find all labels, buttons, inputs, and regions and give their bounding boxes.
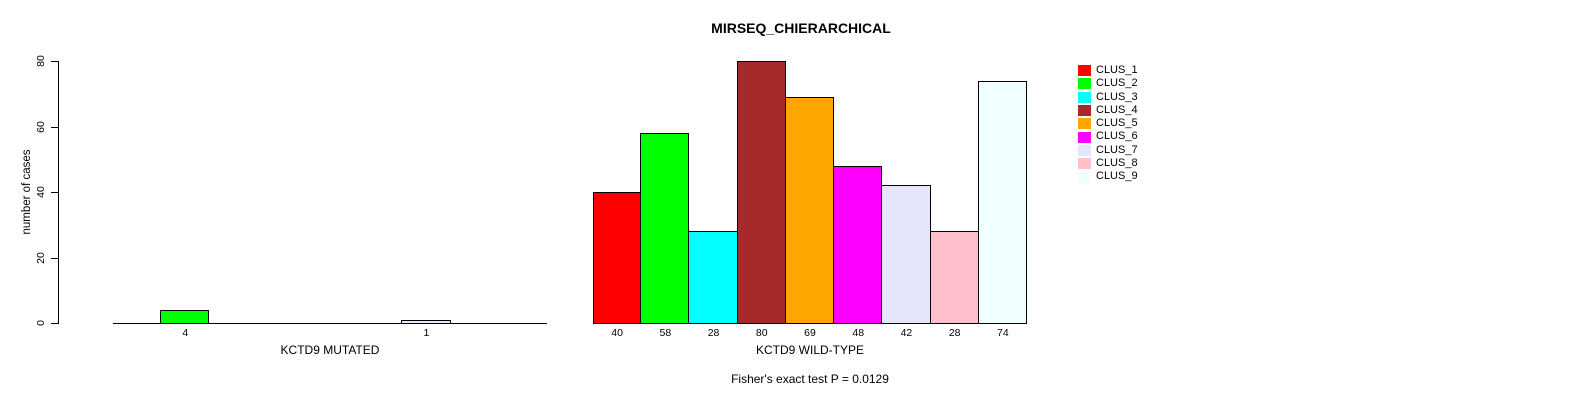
legend-swatch-clus-6 [1078,131,1091,143]
group-label-kctd9-mutated: KCTD9 MUTATED [280,343,380,357]
bar-value-label: 28 [707,327,720,339]
bar-clus-3-wild-type [688,231,738,324]
bar-clus-4-wild-type [736,61,786,324]
bar-clus-7-wild-type [881,185,931,324]
y-axis-line [57,61,59,324]
legend-swatch-clus-1 [1078,65,1091,77]
bar-value-label: 1 [423,327,430,339]
legend-label: CLUS_7 [1096,143,1138,156]
legend-item-clus-8: CLUS_8 [1078,157,1138,170]
legend-item-clus-6: CLUS_6 [1078,130,1138,143]
legend-label: CLUS_6 [1096,130,1138,143]
legend-label: CLUS_8 [1096,157,1138,170]
legend-item-clus-7: CLUS_7 [1078,144,1138,157]
legend-label: CLUS_4 [1096,103,1138,116]
y-axis-label: number of cases [21,149,33,235]
y-axis-tick-label: 60 [35,120,47,133]
y-axis-tick-label: 80 [35,55,47,67]
legend-swatch-clus-7 [1078,144,1091,156]
y-axis-tick [51,192,58,193]
legend-swatch-clus-9 [1078,171,1091,183]
x-axis-baseline-mutated [113,323,547,324]
y-axis-tick-label: 40 [35,186,47,198]
legend-swatch-clus-2 [1078,78,1091,90]
legend-label: CLUS_5 [1096,117,1138,130]
legend-swatch-clus-4 [1078,105,1091,117]
y-axis-tick [51,126,58,128]
group-label-kctd9-wild-type: KCTD9 WILD-TYPE [755,343,864,357]
bar-value-label: 28 [948,327,961,339]
bar-clus-2-wild-type [640,133,690,324]
bar-clus-6-wild-type [833,165,883,324]
legend-swatch-clus-3 [1078,91,1091,103]
bar-clus-8-wild-type [929,231,979,324]
y-axis-tick [51,61,58,62]
bar-value-label: 58 [659,327,672,339]
bar-clus-7-mutated [401,319,451,324]
bar-clus-1-wild-type [593,192,642,324]
fisher-test-annotation: Fisher's exact test P = 0.0129 [731,372,889,386]
bar-clus-2-mutated [160,309,210,324]
legend-label: CLUS_2 [1096,77,1138,90]
chart-title: MIRSEQ_CHIERARCHICAL [711,20,891,36]
legend-swatch-clus-5 [1078,118,1091,130]
bar-clus-9-wild-type [977,80,1027,324]
bar-value-label: 48 [852,327,865,339]
bar-value-label: 69 [804,327,816,339]
y-axis-tick-label: 20 [35,251,47,264]
bar-value-label: 42 [900,327,913,339]
legend-item-clus-1: CLUS_1 [1078,64,1138,77]
legend-item-clus-9: CLUS_9 [1078,170,1138,183]
y-axis-tick-label: 0 [35,320,47,326]
y-axis-tick [51,257,58,259]
legend-label: CLUS_3 [1096,90,1138,103]
legend-item-clus-4: CLUS_4 [1078,104,1138,117]
bar-value-label: 40 [611,327,623,339]
bar-value-label: 80 [755,327,768,339]
legend-label: CLUS_9 [1096,170,1138,183]
bar-value-label: 4 [182,327,189,339]
legend-label: CLUS_1 [1096,64,1138,76]
bar-value-label: 74 [997,327,1009,339]
legend-swatch-clus-8 [1078,158,1091,170]
legend-item-clus-5: CLUS_5 [1078,117,1138,130]
y-axis-tick [51,323,58,324]
legend-item-clus-2: CLUS_2 [1078,77,1138,90]
legend: CLUS_1 CLUS_2 CLUS_3 CLUS_4 CLUS_5 CLUS_6 CLUS… [1078,64,1138,184]
legend-item-clus-3: CLUS_3 [1078,91,1138,104]
bar-clus-5-wild-type [784,97,835,324]
